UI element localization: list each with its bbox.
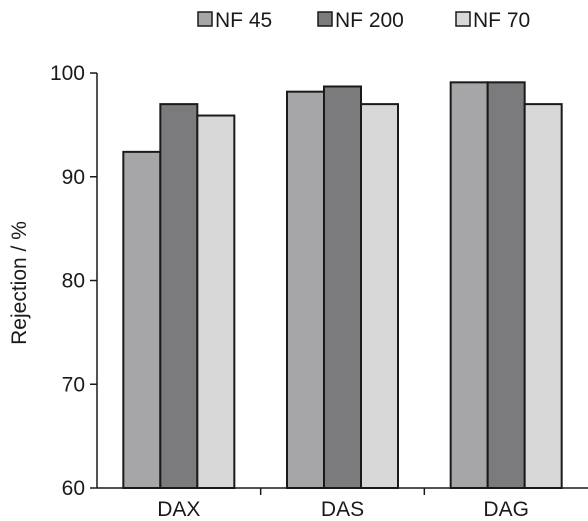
bar-das-nf-70 (360, 103, 399, 489)
y-tick-label-70: 70 (62, 373, 85, 396)
y-tick-label-60: 60 (62, 477, 85, 500)
legend-label-nf-45: NF 45 (215, 9, 272, 32)
y-tick-label-80: 80 (62, 270, 85, 293)
bar-dax-nf-200 (159, 103, 199, 489)
x-tick-label-dag: DAG (483, 498, 529, 521)
bar-dag-nf-200 (486, 81, 526, 490)
legend-label-nf-200: NF 200 (335, 9, 404, 32)
legend-swatch-nf-200 (317, 11, 333, 27)
legend: NF 45 NF 200 NF 70 (197, 9, 530, 32)
bar-dag-nf-70 (523, 103, 563, 489)
y-axis-title: Rejection / % (8, 221, 31, 345)
legend-swatch-nf-70 (455, 11, 471, 27)
y-tick-label-100: 100 (50, 62, 85, 85)
axes: 60 70 80 90 100 DAX DAS DAG (50, 62, 588, 521)
bar-das-nf-200 (323, 85, 362, 490)
x-tick-label-das: DAS (321, 498, 364, 521)
bar-das-nf-45 (286, 90, 325, 490)
bar-dax-nf-45 (122, 150, 162, 489)
y-tick-label-90: 90 (62, 166, 85, 189)
legend-label-nf-70: NF 70 (473, 9, 530, 32)
x-tick-label-dax: DAX (157, 498, 200, 521)
bars-group (122, 81, 563, 490)
bar-dax-nf-70 (196, 114, 236, 489)
legend-swatch-nf-45 (197, 11, 213, 27)
bar-dag-nf-45 (449, 81, 489, 490)
